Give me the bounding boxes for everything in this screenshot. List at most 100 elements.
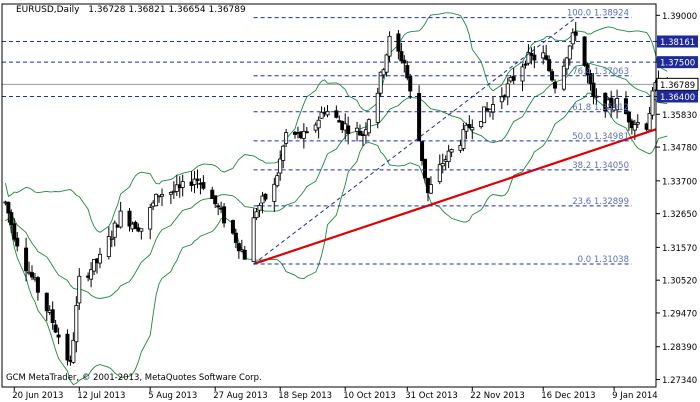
candle-body	[284, 132, 289, 144]
candle-body	[449, 149, 454, 153]
candle-body	[201, 182, 206, 189]
candle-body	[12, 223, 17, 240]
candle-body	[281, 145, 286, 161]
candle-body	[272, 183, 277, 202]
bollinger-middle-band	[5, 63, 668, 299]
candle-body	[396, 33, 401, 52]
candle-body	[174, 184, 179, 192]
candle-body	[387, 35, 392, 57]
candle-body	[257, 205, 262, 211]
candle-body	[263, 193, 268, 200]
candle-body	[408, 75, 413, 92]
candle-body	[74, 305, 79, 343]
candle-body	[582, 36, 587, 66]
candle-body	[92, 259, 97, 272]
candle-body	[520, 66, 525, 82]
candle-body	[437, 164, 442, 183]
x-tick-label: 31 Oct 2013	[405, 391, 458, 401]
candle-body	[65, 333, 70, 361]
fibo-level-label: 61.8 1.35912	[572, 103, 629, 113]
candle-body	[511, 76, 516, 81]
candle-body	[490, 104, 495, 113]
candle-body	[366, 119, 371, 134]
candle-body	[588, 73, 593, 84]
price-level-badge	[657, 56, 698, 69]
current-price-badge	[656, 77, 699, 91]
y-tick-label: 1.29470	[662, 309, 697, 319]
candle-body	[570, 32, 575, 45]
candle-body	[567, 45, 572, 60]
candle-body	[44, 292, 49, 312]
price-level-label: 1.38161	[660, 38, 695, 48]
candle-body	[316, 119, 321, 129]
candle-body	[139, 228, 144, 232]
y-tick-label: 1.39000	[662, 12, 697, 22]
candle-body	[106, 236, 111, 258]
candle-body	[236, 243, 241, 252]
candle-body	[378, 71, 383, 94]
price-level-label: 1.36789	[660, 81, 695, 91]
x-tick-label: 18 Sep 2013	[278, 391, 332, 401]
candle-body	[180, 181, 185, 188]
candle-body	[547, 59, 552, 72]
candle-body	[573, 31, 578, 36]
candle-body	[632, 124, 637, 131]
candle-body	[109, 237, 114, 240]
copyright-label: GCM MetaTrader, © 2001-2013, MetaQuotes …	[6, 373, 262, 383]
x-tick-label: 10 Oct 2013	[343, 391, 396, 401]
x-tick-label: 12 Jul 2013	[77, 391, 125, 401]
candle-body	[355, 127, 360, 132]
candle-body	[77, 275, 82, 304]
candle-body	[526, 52, 531, 64]
candle-body	[71, 339, 76, 363]
candle-body	[647, 113, 652, 131]
y-tick-label: 1.33700	[662, 177, 697, 187]
candle-body	[210, 189, 215, 200]
fibo-level-label: 38.2 1.34050	[572, 161, 629, 171]
candle-body	[594, 95, 599, 98]
candle-body	[553, 81, 558, 89]
candle-body	[24, 247, 29, 272]
candle-body	[97, 253, 102, 264]
y-tick-label: 1.27340	[662, 376, 697, 386]
candle-body	[192, 178, 197, 185]
candle-body	[384, 54, 389, 73]
candle-body	[260, 195, 265, 204]
candle-body	[29, 272, 34, 278]
candle-body	[532, 54, 537, 61]
candle-body	[375, 92, 380, 123]
candle-body	[160, 194, 165, 197]
candle-body	[216, 205, 221, 208]
candle-body	[6, 201, 11, 214]
candle-body	[301, 130, 306, 139]
candle-body	[357, 130, 362, 136]
fibo-base-line	[253, 17, 577, 265]
candle-body	[423, 158, 428, 179]
candle-body	[133, 221, 138, 230]
candle-body	[254, 211, 259, 218]
candle-body	[402, 59, 407, 64]
y-tick-label: 1.35830	[662, 111, 697, 121]
ohlc-readout: 1.36728 1.36821 1.36654 1.36789	[88, 5, 246, 15]
candle-body	[213, 195, 218, 205]
candle-body	[635, 122, 640, 125]
price-level-badge	[657, 35, 698, 48]
candle-body	[561, 65, 566, 90]
price-level-badge	[657, 90, 698, 103]
candle-body	[529, 53, 534, 56]
bollinger-lower-band	[5, 92, 668, 386]
candle-body	[479, 121, 484, 128]
candle-body	[127, 210, 132, 227]
candle-body	[461, 129, 466, 149]
candle-body	[195, 178, 200, 181]
candle-body	[405, 65, 410, 79]
candle-body	[56, 334, 61, 338]
candle-body	[523, 63, 528, 66]
candle-body	[482, 106, 487, 124]
x-tick-label: 16 Dec 2013	[541, 391, 595, 401]
bollinger-upper-band	[4, 12, 668, 233]
candle-body	[650, 90, 655, 116]
candle-body	[304, 131, 309, 134]
x-tick-label: 9 Jan 2014	[612, 391, 658, 401]
